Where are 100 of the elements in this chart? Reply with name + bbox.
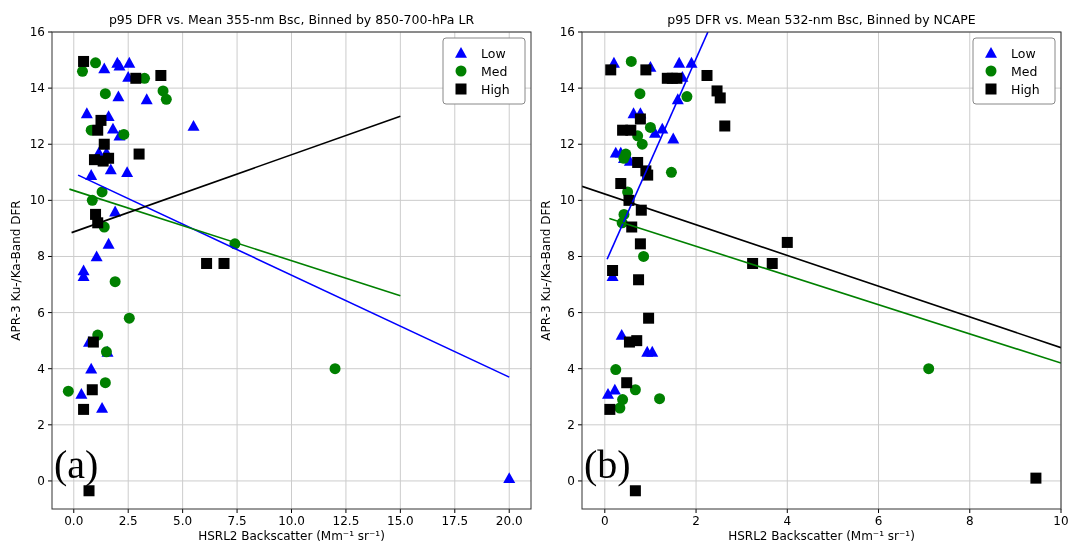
point [634,238,646,250]
point [629,384,641,396]
point [766,257,778,269]
point [103,152,115,164]
point [96,401,109,413]
point [621,377,633,389]
point [75,387,88,399]
point [78,55,90,67]
point [329,363,341,375]
x-tick-label: 0.0 [64,514,84,528]
point [633,274,645,286]
point [632,156,644,168]
point [80,107,93,119]
point [640,64,652,76]
y-tick-label: 16 [559,25,575,39]
point [106,122,119,134]
point [133,148,145,160]
point [187,120,200,131]
point [78,403,90,415]
point [605,64,617,76]
x-tick-label: 7.5 [227,514,247,528]
point [104,163,117,175]
point [714,92,726,104]
point [625,124,637,136]
x-tick-label: 8 [965,514,974,528]
point [218,257,230,269]
legend-label: Low [481,46,506,61]
point [681,91,693,103]
point [602,387,614,399]
annotation: (b) [584,442,631,487]
point [636,138,648,150]
point [638,250,650,262]
point [634,88,646,100]
point [130,72,142,84]
point [99,377,111,389]
y-tick-label: 14 [29,81,45,96]
legend-label: Med [1011,64,1038,79]
point [87,336,99,348]
point [76,65,88,77]
point [1030,472,1042,484]
chart-title: p95 DFR vs. Mean 355-nm Bsc, Binned by 850-700-hPa LR [108,12,475,27]
point [155,69,167,81]
point [109,276,121,288]
point [719,120,731,132]
point [118,128,130,140]
point [77,264,90,276]
y-tick-label: 12 [559,137,575,152]
point [85,169,98,180]
y-tick-label: 10 [559,193,575,208]
y-tick-label: 2 [37,417,45,432]
point [95,114,107,126]
x-tick-label: 10.0 [278,514,305,528]
point [201,257,213,269]
point [98,62,111,74]
x-tick-label: 0 [600,514,609,528]
x-tick-label: 20.0 [495,514,523,528]
point [102,237,115,249]
y-tick-label: 8 [567,249,575,264]
legend-label: High [481,82,510,97]
legend-label: High [1011,82,1040,97]
x-tick-label: 10 [1053,514,1069,528]
x-tick-label: 17.5 [441,514,469,528]
x-tick-label: 6 [874,514,883,528]
point [98,138,110,150]
point [923,363,935,375]
y-axis-title: APR-3 Ku-/Ka-Band DFR [539,200,553,341]
y-tick-label: 14 [559,81,575,96]
point [86,384,98,396]
point [667,132,680,144]
point [607,265,619,276]
point [85,362,98,374]
point [123,56,136,68]
y-tick-label: 6 [37,305,45,320]
x-tick-label: 5.0 [173,514,193,528]
y-tick-label: 2 [567,417,575,432]
point [646,345,659,357]
x-tick-label: 12.5 [332,514,360,528]
point [90,57,102,69]
point [92,124,104,136]
y-tick-label: 12 [29,137,45,152]
point [634,113,646,125]
point [604,403,616,415]
y-tick-label: 0 [37,473,45,488]
point [160,93,172,105]
point [671,72,683,84]
legend-label: Low [1011,46,1036,61]
point [121,166,134,178]
annotation: (a) [54,442,99,487]
point [673,56,686,68]
x-axis-title: HSRL2 Backscatter (Mm⁻¹ sr⁻¹) [198,529,385,543]
y-tick-label: 4 [567,361,575,376]
point [629,485,641,497]
point [781,236,793,248]
point [503,472,516,483]
point [112,90,125,102]
x-tick-label: 15.0 [387,514,414,528]
x-tick-label: 4 [783,514,792,528]
y-tick-label: 10 [29,193,45,208]
y-tick-label: 4 [37,361,45,376]
x-tick-label: 2.5 [118,514,138,528]
